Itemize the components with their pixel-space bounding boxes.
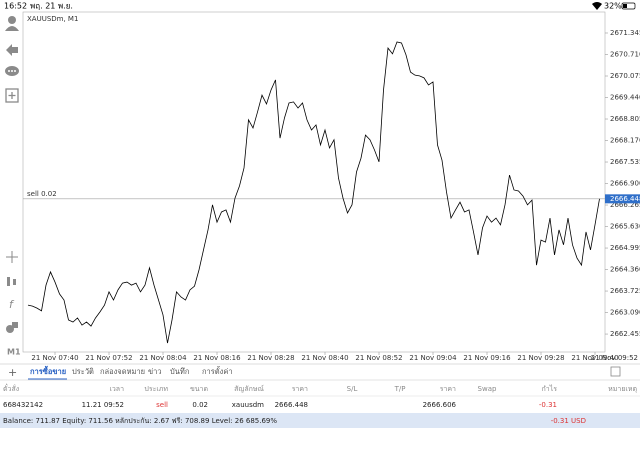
x-tick-label: 21 Nov 07:52 — [85, 354, 132, 362]
wifi-icon — [592, 2, 602, 10]
y-tick-label: 2670.075 — [610, 72, 640, 80]
battery-fill — [623, 4, 627, 8]
summary-profit: -0.31 USD — [551, 417, 586, 425]
chat-icon[interactable] — [5, 66, 19, 76]
tab[interactable]: บันทึก — [170, 367, 189, 376]
y-tick-label: 2669.440 — [610, 94, 640, 102]
function-glyph: f — [9, 298, 15, 311]
panel-menu-icon[interactable] — [610, 366, 621, 377]
chart-title: XAUUSDm, M1 — [27, 15, 78, 23]
tab[interactable]: การซื้อขาย — [30, 365, 66, 376]
x-tick-label: 21 Nov 08:40 — [301, 354, 348, 362]
table-cell: 2666.606 — [423, 401, 457, 409]
orders-table: ตั๋วสั่ง เวลา ประเภท ขนาด สัญลักษณ์ ราคา S/L T/… — [0, 379, 640, 409]
column-header: Swap — [478, 385, 497, 393]
y-tick-label: 2663.090 — [610, 309, 640, 317]
column-header: ราคา — [440, 385, 456, 393]
summary-bar — [0, 413, 640, 428]
chart-frame — [22, 11, 606, 353]
table-cell: -0.31 — [539, 401, 557, 409]
add-chart-icon[interactable] — [5, 88, 19, 103]
account-icon[interactable] — [5, 16, 19, 31]
y-tick-label: 2668.170 — [610, 137, 640, 145]
tabs: การซื้อขาย ประวัติ กล่องจดหมาย ข่าว บันทึก กา… — [28, 365, 233, 380]
indicators-icon[interactable] — [7, 277, 16, 286]
column-header: ราคา — [292, 385, 308, 393]
table-cell: xauusdm — [232, 401, 264, 409]
add-button[interactable]: + — [8, 366, 17, 379]
column-header: ประเภท — [144, 385, 168, 393]
tab[interactable]: ข่าว — [148, 367, 162, 376]
y-tick-label: 2662.455 — [610, 330, 640, 338]
trade-icon[interactable] — [6, 44, 18, 56]
x-tick-label: 21 Nov 09:52 — [591, 354, 638, 362]
x-tick-label: 21 Nov 09:28 — [517, 354, 564, 362]
x-tick-label: 21 Nov 09:40 — [571, 354, 618, 362]
tab[interactable]: ประวัติ — [72, 367, 94, 376]
x-tick-label: 21 Nov 07:40 — [31, 354, 78, 362]
left-toolbar: f M1 — [5, 16, 21, 357]
column-header: ตั๋วสั่ง — [3, 384, 19, 393]
y-tick-label: 2665.630 — [610, 223, 640, 231]
status-date: พฤ. 21 พ.ย. — [30, 2, 73, 11]
status-bar: 16:52 พฤ. 21 พ.ย. 32% — [4, 2, 636, 11]
column-header: สัญลักษณ์ — [234, 385, 264, 393]
table-cell: 668432142 — [3, 401, 43, 409]
column-header: ขนาด — [190, 385, 208, 393]
crosshair-icon[interactable] — [6, 251, 18, 263]
column-header: T/P — [394, 385, 406, 393]
price-line — [27, 41, 600, 344]
column-header: กำไร — [542, 384, 558, 393]
y-tick-label: 2670.710 — [610, 51, 640, 59]
column-header: เวลา — [109, 385, 124, 393]
table-cell: 2666.448 — [275, 401, 308, 409]
table-cell: 11.21 09:52 — [82, 401, 124, 409]
last-price-box — [605, 194, 640, 204]
y-tick-label: 2663.725 — [610, 287, 640, 295]
summary-text: Balance: 711.87 Equity: 711.56 หลักประกั… — [3, 417, 277, 425]
last-price-label: 2666.448 — [610, 195, 640, 203]
x-tick-label: 21 Nov 09:16 — [463, 354, 511, 362]
x-tick-label: 21 Nov 08:04 — [139, 354, 187, 362]
y-tick-label: 2666.900 — [610, 180, 640, 188]
table-cell: 0.02 — [192, 401, 208, 409]
timeframe-button[interactable]: M1 — [7, 348, 21, 357]
column-header: S/L — [347, 385, 358, 393]
tab[interactable]: กล่องจดหมาย — [100, 367, 145, 376]
y-tick-label: 2664.360 — [610, 266, 640, 274]
x-tick-label: 21 Nov 08:28 — [247, 354, 294, 362]
y-tick-label: 2666.265 — [610, 201, 640, 209]
x-tick-label: 21 Nov 08:16 — [193, 354, 241, 362]
battery-icon — [621, 2, 636, 10]
x-tick-label: 21 Nov 09:04 — [409, 354, 457, 362]
function-icon[interactable]: f — [9, 298, 15, 311]
table-cell: sell — [156, 401, 168, 409]
y-tick-label: 2671.345 — [610, 29, 640, 37]
x-tick-label: 21 Nov 08:52 — [355, 354, 402, 362]
chart: XAUUSDm, M1 2671.345 2670.710 2670.075 2669… — [22, 11, 640, 362]
y-tick-label: 2664.995 — [610, 244, 640, 252]
battery-level: 32% — [604, 2, 622, 11]
order-line-label: sell 0.02 — [27, 190, 57, 198]
objects-icon[interactable] — [6, 322, 18, 333]
terminal-panel: + การซื้อขาย ประวัติ กล่องจดหมาย ข่าว บันทึก… — [0, 363, 640, 428]
y-tick-label: 2668.805 — [610, 115, 640, 123]
column-header: หมายเหตุ — [608, 385, 637, 393]
tab[interactable]: การตั้งค่า — [202, 366, 233, 376]
y-tick-label: 2667.535 — [610, 158, 640, 166]
status-time: 16:52 — [4, 2, 27, 11]
